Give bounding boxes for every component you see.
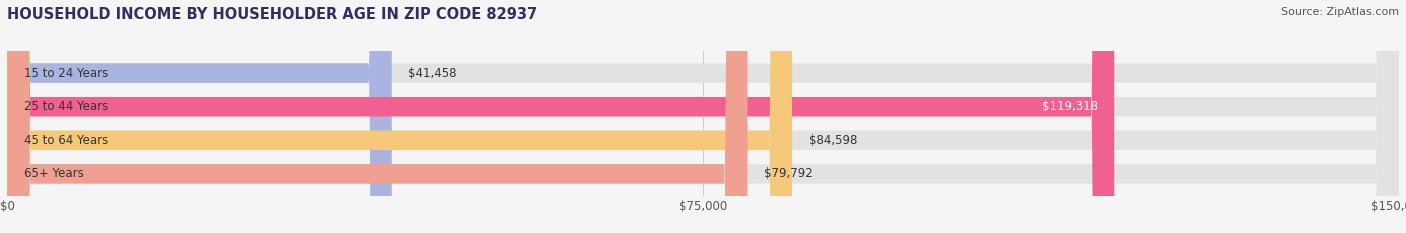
Text: 15 to 24 Years: 15 to 24 Years <box>24 67 108 80</box>
FancyBboxPatch shape <box>7 0 1399 233</box>
FancyBboxPatch shape <box>7 0 748 233</box>
FancyBboxPatch shape <box>7 0 1399 233</box>
Text: $41,458: $41,458 <box>409 67 457 80</box>
Text: $119,318: $119,318 <box>1042 100 1098 113</box>
FancyBboxPatch shape <box>7 0 792 233</box>
FancyBboxPatch shape <box>7 0 392 233</box>
Text: $84,598: $84,598 <box>808 134 858 147</box>
Text: 25 to 44 Years: 25 to 44 Years <box>24 100 108 113</box>
Text: 65+ Years: 65+ Years <box>24 167 83 180</box>
Text: HOUSEHOLD INCOME BY HOUSEHOLDER AGE IN ZIP CODE 82937: HOUSEHOLD INCOME BY HOUSEHOLDER AGE IN Z… <box>7 7 537 22</box>
FancyBboxPatch shape <box>7 0 1399 233</box>
Text: Source: ZipAtlas.com: Source: ZipAtlas.com <box>1281 7 1399 17</box>
Text: 45 to 64 Years: 45 to 64 Years <box>24 134 108 147</box>
FancyBboxPatch shape <box>7 0 1399 233</box>
FancyBboxPatch shape <box>7 0 1114 233</box>
Text: $79,792: $79,792 <box>765 167 813 180</box>
